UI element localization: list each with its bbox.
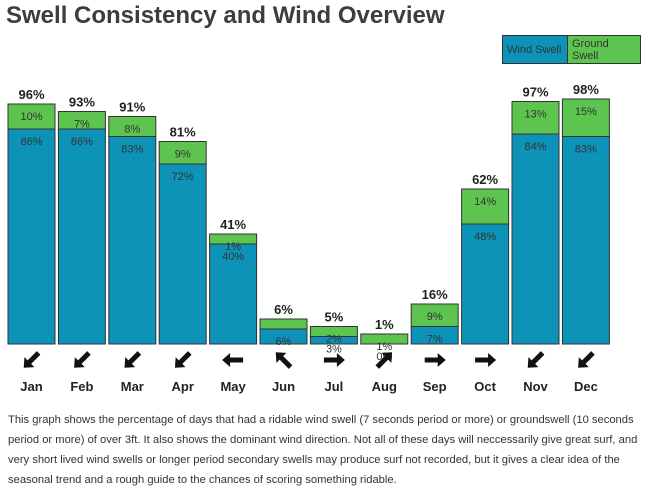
month-label: Apr bbox=[172, 379, 194, 394]
ground-swell-value-label: 9% bbox=[427, 311, 443, 323]
bar-wind-swell bbox=[158, 163, 207, 345]
wind-swell-value-label: 6% bbox=[276, 336, 292, 348]
month-label: Oct bbox=[474, 379, 496, 394]
bar-ground-swell bbox=[561, 98, 610, 137]
wind-swell-value-label: 48% bbox=[474, 231, 496, 243]
wind-direction-arrow-e-icon bbox=[323, 353, 345, 367]
month-label: May bbox=[220, 379, 246, 394]
total-percent-label: 62% bbox=[472, 172, 498, 187]
ground-swell-value-label: 1% bbox=[376, 341, 392, 353]
month-label: Aug bbox=[372, 379, 397, 394]
bar-ground-swell bbox=[7, 103, 56, 130]
bar-wind-swell bbox=[108, 136, 157, 345]
wind-direction-arrow-ne-icon bbox=[375, 352, 393, 369]
wind-swell-value-label: 86% bbox=[71, 136, 93, 148]
bar-ground-swell bbox=[511, 101, 560, 135]
bar-wind-swell bbox=[561, 136, 610, 345]
wind-direction-arrow-sw-icon bbox=[23, 351, 41, 368]
total-percent-label: 1% bbox=[375, 317, 394, 332]
total-percent-label: 5% bbox=[325, 310, 344, 325]
wind-swell-value-label: 83% bbox=[575, 144, 597, 156]
wind-direction-arrow-e-icon bbox=[424, 353, 446, 367]
ground-swell-value-label: 13% bbox=[524, 109, 546, 121]
bar-wind-swell bbox=[209, 243, 258, 345]
total-percent-label: 6% bbox=[274, 302, 293, 317]
bar-wind-swell bbox=[57, 128, 106, 345]
total-percent-label: 96% bbox=[18, 87, 44, 102]
bar-wind-swell bbox=[511, 133, 560, 345]
wind-swell-value-label: 72% bbox=[172, 171, 194, 183]
ground-swell-value-label: 2% bbox=[326, 334, 342, 346]
ground-swell-value-label: 9% bbox=[175, 149, 191, 161]
ground-swell-value-label: 1% bbox=[225, 241, 241, 253]
month-label: Nov bbox=[523, 379, 548, 394]
legend-ground-swell: Ground Swell bbox=[568, 36, 640, 63]
bar-ground-swell bbox=[108, 116, 157, 137]
wind-direction-arrow-nw-icon bbox=[275, 352, 293, 369]
wind-direction-arrow-w-icon bbox=[222, 353, 244, 367]
ground-swell-value-label: 15% bbox=[575, 106, 597, 118]
total-percent-label: 91% bbox=[119, 100, 145, 115]
wind-swell-value-label: 86% bbox=[20, 136, 42, 148]
ground-swell-value-label: 8% bbox=[124, 124, 140, 136]
total-percent-label: 98% bbox=[573, 82, 599, 97]
total-percent-label: 16% bbox=[422, 287, 448, 302]
wind-direction-arrow-e-icon bbox=[475, 353, 497, 367]
month-label: Feb bbox=[70, 379, 93, 394]
wind-swell-value-label: 84% bbox=[524, 141, 546, 153]
wind-direction-arrow-sw-icon bbox=[578, 351, 595, 368]
total-percent-label: 93% bbox=[69, 95, 95, 110]
bar-ground-swell bbox=[158, 141, 207, 165]
month-label: Dec bbox=[574, 379, 598, 394]
total-percent-label: 41% bbox=[220, 217, 246, 232]
bar-ground-swell bbox=[360, 333, 409, 345]
wind-swell-value-label: 40% bbox=[222, 251, 244, 263]
swell-chart: 86% 10% 96% Jan 86% 7% 93% Feb 83% 8% 91% Mar 72% 9% 8… bbox=[7, 82, 610, 394]
total-percent-label: 97% bbox=[522, 85, 548, 100]
month-label: Mar bbox=[121, 379, 144, 394]
chart-title: Swell Consistency and Wind Overview bbox=[6, 2, 445, 29]
bar-wind-swell bbox=[7, 128, 56, 345]
legend: Wind Swell Ground Swell bbox=[502, 35, 641, 64]
wind-direction-arrow-sw-icon bbox=[527, 351, 545, 368]
legend-wind-swell: Wind Swell bbox=[503, 36, 568, 63]
bar-ground-swell bbox=[309, 326, 358, 337]
wind-direction-arrow-sw-icon bbox=[124, 351, 142, 368]
ground-swell-value-label: 14% bbox=[474, 196, 496, 208]
wind-swell-value-label: 83% bbox=[121, 144, 143, 156]
wind-direction-arrow-sw-icon bbox=[74, 351, 91, 368]
bar-ground-swell bbox=[461, 188, 510, 225]
month-label: Jul bbox=[325, 379, 344, 394]
month-label: Jan bbox=[20, 379, 42, 394]
total-percent-label: 81% bbox=[170, 125, 196, 140]
ground-swell-value-label: 10% bbox=[20, 111, 42, 123]
bar-ground-swell bbox=[410, 303, 459, 327]
bar-ground-swell bbox=[209, 233, 258, 245]
ground-swell-value-label: 7% bbox=[74, 119, 90, 131]
wind-direction-arrow-sw-icon bbox=[174, 351, 192, 368]
month-label: Sep bbox=[423, 379, 447, 394]
bar-wind-swell bbox=[461, 223, 510, 345]
wind-swell-value-label: 3% bbox=[326, 344, 342, 356]
bar-ground-swell bbox=[259, 318, 308, 330]
wind-swell-value-label: 7% bbox=[427, 334, 443, 346]
month-label: Jun bbox=[272, 379, 295, 394]
bar-ground-swell bbox=[57, 111, 106, 130]
chart-description: This graph shows the percentage of days … bbox=[8, 414, 638, 486]
